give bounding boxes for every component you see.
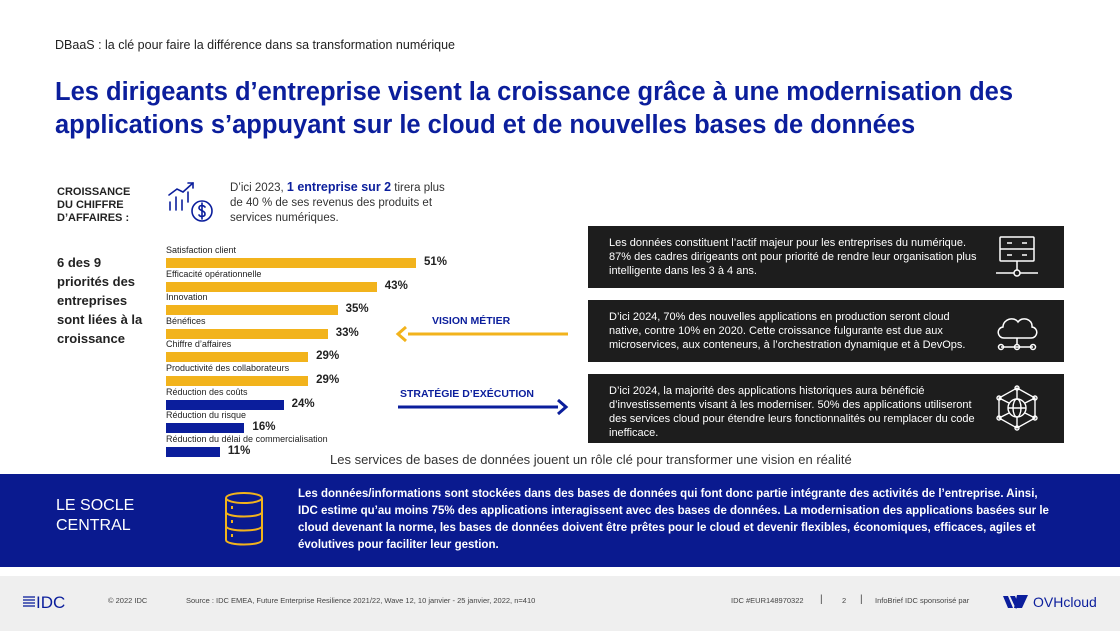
bar <box>166 305 338 316</box>
ovhcloud-logo-icon <box>1003 595 1028 609</box>
bar-category-label: Innovation <box>166 292 208 303</box>
bar <box>166 352 309 363</box>
database-icon <box>225 492 263 546</box>
insight-box-cloud-native: D’ici 2024, 70% des nouvelles applicatio… <box>588 300 1064 362</box>
bar-category-label: Réduction des coûts <box>166 386 248 397</box>
insight-box-text: D’ici 2024, la majorité des applications… <box>609 385 975 439</box>
bar-value-label: 16% <box>252 421 276 434</box>
bar-value-label: 29% <box>316 350 340 363</box>
priorities-line: croissance <box>57 331 125 346</box>
bar-category-label: Chiffre d’affaires <box>166 339 232 350</box>
bar <box>166 399 284 410</box>
cloud-network-icon <box>997 318 1038 351</box>
revenue-text: D’ici 2023, 1 entreprise sur 2 tirera pl… <box>230 180 445 226</box>
revenue-text-highlight: 1 entreprise sur 2 <box>286 180 392 194</box>
insight-box-data: Les données constituent l’actif majeur p… <box>588 226 1064 288</box>
vision-arrow-head <box>395 325 407 343</box>
band-text: Les données/informations sont stockées d… <box>298 488 1049 551</box>
bar <box>166 328 328 339</box>
caption: Les services de bases de données jouent … <box>330 452 852 467</box>
revenue-growth-icon <box>168 182 213 222</box>
bar-category-label: Réduction du risque <box>166 410 247 421</box>
bar-category-label: Réduction du délai de commercialisation <box>166 433 328 444</box>
priorities-text: 6 des 9 priorités des entreprises sont l… <box>57 253 157 348</box>
revenue-text-suffix: tirera plus de 40 % de ses revenus des p… <box>230 182 445 224</box>
bar-value-label: 35% <box>345 303 369 316</box>
band-label-line: LE SOCLE <box>56 497 135 514</box>
revenue-text-prefix: D’ici 2023, <box>230 182 287 194</box>
page-number: 2 <box>842 596 847 605</box>
revenue-label-line: D’AFFAIRES : <box>57 212 130 224</box>
vision-label: VISION MÉTIER <box>432 315 511 327</box>
data-server-icon <box>996 236 1038 277</box>
execution-label: STRATÉGIE D’EXÉCUTION <box>400 388 534 400</box>
priorities-line: 6 des 9 <box>57 255 102 270</box>
copyright: © 2022 IDC <box>108 596 148 605</box>
bar <box>166 446 220 457</box>
priorities-line: sont liées à la <box>57 312 143 327</box>
revenue-label: CROISSANCE DU CHIFFRE D’AFFAIRES : <box>57 186 130 225</box>
execution-arrow-head <box>557 398 569 416</box>
source-note: Source : IDC EMEA, Future Enterprise Res… <box>186 596 536 605</box>
central-foundation-band: LE SOCLE CENTRAL Les données/information… <box>0 474 1120 567</box>
bar-category-label: Bénéfices <box>166 315 206 326</box>
footer: IDC © 2022 IDC Source : IDC EMEA, Future… <box>0 576 1120 631</box>
bar <box>166 423 245 434</box>
band-label-line: CENTRAL <box>56 517 131 534</box>
bar-value-label: 43% <box>384 279 408 292</box>
revenue-label-line: CROISSANCE <box>57 186 131 198</box>
band-label: LE SOCLE CENTRAL <box>56 496 134 536</box>
bar-category-label: Productivité des collaborateurs <box>166 363 290 373</box>
document-topline: DBaaS : la clé pour faire la différence … <box>55 38 455 52</box>
bar <box>166 281 377 292</box>
bar-category-label: Satisfaction client <box>166 245 237 255</box>
globe-network-icon <box>996 385 1038 431</box>
revenue-label-line: DU CHIFFRE <box>57 199 124 211</box>
footer-separator: | <box>820 594 823 605</box>
insight-box-modernisation: D’ici 2024, la majorité des applications… <box>588 374 1064 443</box>
priorities-line: entreprises <box>57 293 128 308</box>
sponsor-note: InfoBrief IDC sponsorisé par <box>875 596 970 605</box>
ovhcloud-logo: OVHcloud <box>1003 591 1097 613</box>
bar-value-label: 29% <box>316 374 340 386</box>
idc-logo-icon: IDC <box>23 593 65 611</box>
idc-logo-text: IDC <box>36 593 65 611</box>
bar <box>166 376 309 386</box>
bar-value-label: 51% <box>424 256 448 268</box>
bar-value-label: 33% <box>335 326 359 339</box>
footer-separator: | <box>860 594 863 605</box>
document-id: IDC #EUR148970322 <box>731 596 804 605</box>
insight-box-text: Les données constituent l’actif majeur p… <box>609 237 977 277</box>
bar-category-label: Efficacité opérationnelle <box>166 268 262 279</box>
vision-arrow-icon <box>395 325 568 343</box>
priorities-bar-chart <box>0 0 1 1</box>
bar <box>166 258 416 268</box>
bar-value-label: 24% <box>291 397 315 410</box>
insight-box-text: D’ici 2024, 70% des nouvelles applicatio… <box>609 311 966 351</box>
execution-arrow-icon <box>398 398 569 416</box>
page-title: Les dirigeants d’entreprise visent la cr… <box>55 78 1014 139</box>
ovhcloud-name: OVHcloud <box>1033 594 1097 610</box>
priorities-line: priorités des <box>57 274 136 289</box>
bar-value-label: 11% <box>227 444 251 457</box>
